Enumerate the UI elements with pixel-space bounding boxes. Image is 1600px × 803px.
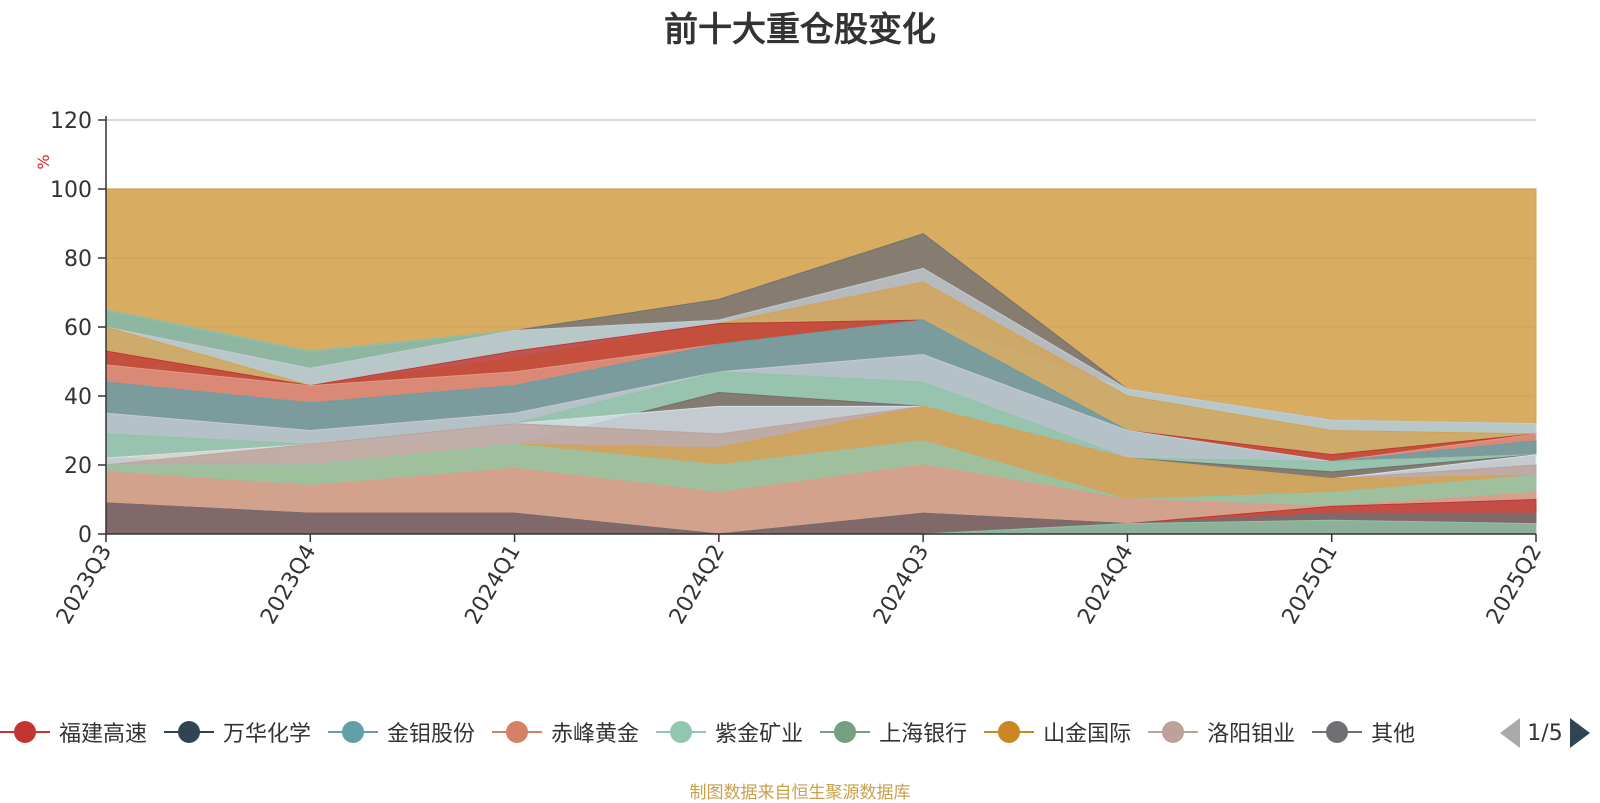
x-tick-label: 2025Q1 [1278, 541, 1343, 629]
x-tick-label: 2024Q4 [1073, 541, 1138, 629]
legend-pager: 1/5 [1500, 716, 1600, 750]
legend-item[interactable]: 金钼股份 [328, 712, 475, 752]
legend-item-label: 上海银行 [879, 722, 968, 747]
x-tick-label: 2024Q3 [869, 541, 934, 629]
legend-item[interactable]: 上海银行 [820, 712, 967, 752]
legend-marker-icon [328, 720, 379, 744]
legend-item[interactable]: 其他 [1312, 712, 1415, 752]
legend-item-label: 其他 [1371, 722, 1416, 747]
x-tick-label: 2024Q1 [460, 541, 525, 629]
legend-item[interactable]: 紫金矿业 [656, 712, 803, 752]
legend-marker-icon [0, 720, 50, 744]
legend-item[interactable]: 赤峰黄金 [492, 712, 639, 752]
legend-page-indicator: 1/5 [1527, 720, 1563, 746]
legend-marker-icon [164, 720, 215, 744]
y-axis-label: % [34, 154, 53, 169]
legend-marker-icon [984, 720, 1035, 744]
legend-prev-arrow-icon[interactable] [1500, 718, 1520, 748]
y-tick-label: 80 [64, 247, 92, 272]
legend-marker-icon [820, 720, 871, 744]
legend-item-label: 洛阳钼业 [1207, 722, 1296, 747]
legend-marker-icon [492, 720, 543, 744]
x-tick-label: 2023Q4 [256, 541, 321, 629]
y-tick-label: 20 [64, 454, 92, 479]
legend-item[interactable]: 福建高速 [0, 712, 147, 752]
legend-marker-icon [1312, 720, 1363, 744]
y-tick-label: 40 [64, 385, 92, 410]
chart-title: 前十大重仓股变化 [664, 10, 936, 50]
legend-item[interactable]: 万华化学 [164, 712, 311, 752]
legend-item-label: 金钼股份 [387, 722, 476, 747]
x-tick-label: 2025Q2 [1482, 541, 1547, 629]
legend-item-label: 万华化学 [223, 722, 312, 747]
legend-item-label: 赤峰黄金 [551, 722, 640, 747]
source-note: 制图数据来自恒生聚源数据库 [689, 783, 911, 803]
legend-next-arrow-icon[interactable] [1570, 718, 1590, 748]
legend-marker-icon [656, 720, 707, 744]
x-tick-label: 2023Q3 [52, 541, 117, 629]
legend-item[interactable]: 洛阳钼业 [1148, 712, 1295, 752]
y-tick-label: 100 [50, 178, 92, 203]
legend-item-label: 福建高速 [59, 722, 148, 747]
legend-marker-icon [1148, 720, 1199, 744]
x-tick-label: 2024Q2 [665, 541, 730, 629]
legend-item-label: 山金国际 [1043, 722, 1132, 747]
area-layer [105, 188, 1537, 535]
legend: 福建高速 万华化学 金钼股份 赤峰黄金 紫金矿业 上海银行 山金国际 洛阳钼业 其他 [0, 712, 1495, 752]
legend-item[interactable]: 山金国际 [984, 712, 1131, 752]
y-tick-label: 120 [50, 109, 92, 134]
legend-item-label: 紫金矿业 [715, 722, 804, 747]
y-tick-label: 60 [64, 316, 92, 341]
y-tick-label: 0 [78, 523, 92, 548]
